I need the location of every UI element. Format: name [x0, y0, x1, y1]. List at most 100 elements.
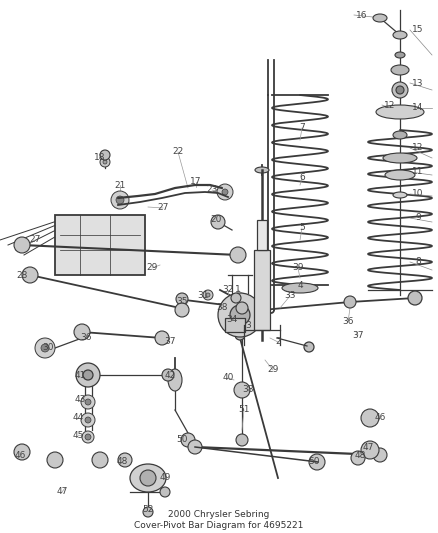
Text: 51: 51 [238, 406, 250, 415]
Circle shape [304, 342, 314, 352]
Text: 49: 49 [159, 473, 171, 482]
Circle shape [35, 338, 55, 358]
Bar [257, 220, 267, 250]
Text: 17: 17 [190, 177, 202, 187]
Text: 2000 Chrysler Sebring
Cover-Pivot Bar Diagram for 4695221: 2000 Chrysler Sebring Cover-Pivot Bar Di… [134, 510, 304, 530]
Text: 47: 47 [362, 443, 374, 453]
Circle shape [230, 247, 246, 263]
Ellipse shape [373, 14, 387, 22]
Circle shape [175, 303, 189, 317]
Text: 20: 20 [210, 215, 222, 224]
Text: 9: 9 [415, 214, 421, 222]
Circle shape [231, 293, 241, 303]
Circle shape [83, 370, 93, 380]
Bar [254, 250, 270, 330]
Circle shape [103, 160, 107, 164]
Text: 38: 38 [216, 303, 228, 311]
Text: 15: 15 [412, 26, 424, 35]
Circle shape [217, 184, 233, 200]
Text: 40: 40 [223, 374, 234, 383]
Text: 6: 6 [299, 174, 305, 182]
Text: 41: 41 [74, 370, 86, 379]
Text: 46: 46 [374, 414, 386, 423]
Circle shape [361, 409, 379, 427]
Text: 10: 10 [412, 190, 424, 198]
Text: 48: 48 [354, 450, 366, 459]
Text: 21: 21 [114, 181, 126, 190]
Text: 28: 28 [16, 271, 28, 279]
Text: 42: 42 [164, 370, 176, 379]
Circle shape [116, 196, 124, 204]
Text: 52: 52 [142, 505, 154, 514]
Circle shape [160, 487, 170, 497]
Circle shape [181, 433, 195, 447]
Text: 5: 5 [299, 223, 305, 232]
Circle shape [82, 431, 94, 443]
Text: 13: 13 [412, 78, 424, 87]
Text: 29: 29 [146, 263, 158, 272]
Circle shape [14, 237, 30, 253]
Text: 18: 18 [94, 152, 106, 161]
Text: 27: 27 [157, 204, 169, 213]
Text: 30: 30 [42, 343, 54, 352]
Circle shape [206, 293, 210, 297]
Circle shape [203, 290, 213, 300]
Text: 4: 4 [297, 280, 303, 289]
Text: 36: 36 [342, 318, 354, 327]
Text: 44: 44 [72, 414, 84, 423]
Ellipse shape [130, 464, 166, 492]
Text: 33: 33 [284, 292, 296, 301]
Text: 11: 11 [412, 167, 424, 176]
Circle shape [85, 417, 91, 423]
Text: 27: 27 [29, 236, 41, 245]
Circle shape [118, 453, 132, 467]
Circle shape [351, 451, 365, 465]
Circle shape [392, 82, 408, 98]
Text: 2: 2 [275, 337, 281, 346]
Ellipse shape [385, 170, 415, 180]
Text: 45: 45 [72, 431, 84, 440]
Circle shape [373, 448, 387, 462]
Text: 23: 23 [206, 185, 218, 195]
Circle shape [230, 305, 250, 325]
Circle shape [309, 454, 325, 470]
Text: 47: 47 [57, 488, 68, 497]
Text: 12: 12 [384, 101, 396, 109]
Text: 31: 31 [197, 290, 209, 300]
Ellipse shape [376, 105, 424, 119]
Text: 50: 50 [308, 457, 320, 466]
Text: 39: 39 [292, 263, 304, 272]
Circle shape [344, 296, 356, 308]
Circle shape [74, 324, 90, 340]
Circle shape [92, 452, 108, 468]
Text: 43: 43 [74, 395, 86, 405]
Circle shape [396, 86, 404, 94]
Text: 1: 1 [235, 286, 241, 295]
Circle shape [81, 395, 95, 409]
Ellipse shape [282, 283, 318, 293]
Circle shape [143, 507, 153, 517]
Text: 14: 14 [412, 103, 424, 112]
Text: 8: 8 [415, 257, 421, 266]
Circle shape [47, 452, 63, 468]
Circle shape [22, 267, 38, 283]
Circle shape [211, 215, 225, 229]
Text: 16: 16 [356, 11, 368, 20]
Circle shape [188, 440, 202, 454]
Text: 46: 46 [14, 450, 26, 459]
Text: 37: 37 [352, 330, 364, 340]
Text: 50: 50 [176, 435, 188, 445]
Circle shape [100, 150, 110, 160]
Circle shape [140, 470, 156, 486]
Ellipse shape [395, 52, 405, 58]
Circle shape [234, 382, 250, 398]
Bar [225, 318, 245, 332]
Circle shape [14, 444, 30, 460]
Circle shape [408, 291, 422, 305]
Circle shape [85, 434, 91, 440]
Text: 3: 3 [245, 321, 251, 330]
Circle shape [236, 302, 248, 314]
Circle shape [41, 344, 49, 352]
Circle shape [176, 293, 188, 305]
Circle shape [100, 157, 110, 167]
